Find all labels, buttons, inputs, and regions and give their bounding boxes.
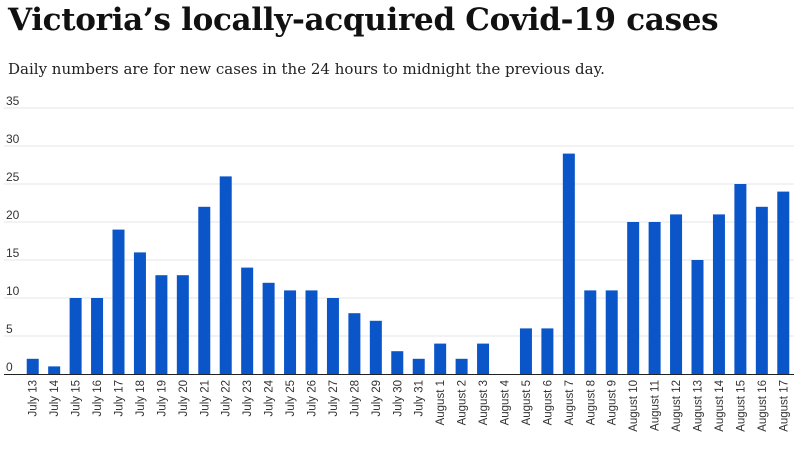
x-tick-label: July 25 [285,380,297,416]
x-tick-label: July 14 [49,379,61,416]
x-tick-label: August 2 [457,380,469,425]
x-tick-label: August 7 [564,380,576,425]
bar [326,298,339,374]
x-tick-label: August 5 [521,380,533,425]
x-tick-label: August 15 [735,380,747,432]
bar [477,343,490,374]
bar [262,282,275,374]
x-tick-label: August 13 [693,380,705,432]
x-tick-label: July 29 [371,380,383,416]
x-tick-label: July 13 [28,380,40,416]
bars [26,153,790,374]
chart-title: Victoria’s locally-acquired Covid-19 cas… [8,2,719,38]
x-tick-label: August 6 [542,380,554,425]
y-tick-label: 35 [6,94,20,108]
x-tick-label: August 17 [778,380,790,432]
bar [48,366,61,374]
x-tick-label: July 17 [114,380,126,416]
x-tick-label: August 8 [585,380,597,425]
x-tick-label: August 3 [478,380,490,425]
y-tick-label: 20 [6,208,20,222]
bar [562,153,575,374]
bar [155,275,168,374]
bar [627,222,640,374]
bar [112,229,125,374]
x-tick-label: August 1 [435,380,447,425]
y-tick-label: 0 [6,360,13,374]
bar [133,252,146,374]
bar [712,214,725,374]
x-tick-label: August 14 [714,379,726,431]
x-tick-label: July 26 [307,380,319,416]
x-tick-label: August 16 [757,380,769,432]
x-tick-label: July 23 [242,380,254,416]
bar [412,358,425,374]
bar [777,191,790,374]
x-tick-label: August 11 [650,380,662,431]
x-tick-label: July 27 [328,380,340,416]
bar [584,290,597,374]
y-axis-ticks: 0 5 10 15 20 25 30 35 [6,94,20,374]
bar [26,358,39,374]
bar [241,267,254,374]
bar [391,351,404,374]
bar [605,290,618,374]
x-tick-label: August 4 [500,379,512,425]
y-tick-label: 30 [6,132,20,146]
x-tick-label: August 12 [671,380,683,432]
x-tick-label: August 9 [607,380,619,425]
y-tick-label: 5 [6,322,13,336]
chart-subtitle: Daily numbers are for new cases in the 2… [8,60,605,78]
x-tick-label: July 15 [71,380,83,416]
x-tick-label: July 31 [414,380,426,416]
bar [176,275,189,374]
bar [369,320,382,374]
x-tick-label: July 20 [178,380,190,416]
bar [198,206,211,374]
x-tick-label: July 21 [199,380,211,416]
bar [455,358,468,374]
y-tick-label: 25 [6,170,20,184]
x-axis-ticks: July 13 July 14 July 15 July 16 July 17 July … [28,379,791,431]
bar [541,328,554,374]
bar [305,290,318,374]
x-tick-label: July 24 [264,379,276,416]
x-tick-label: July 28 [349,380,361,416]
bar [348,313,361,374]
bar [434,343,447,374]
bar [519,328,532,374]
x-tick-label: July 22 [221,380,233,416]
x-tick-label: July 30 [392,380,404,416]
bar [91,298,104,374]
bar [670,214,683,374]
x-tick-label: August 10 [628,380,640,432]
gridlines [4,107,794,337]
y-tick-label: 15 [6,246,20,260]
bar [219,176,232,374]
bar [755,206,768,374]
bar [69,298,82,374]
y-tick-label: 10 [6,284,20,298]
bar [648,222,661,374]
x-tick-label: July 18 [135,380,147,416]
bar [734,184,747,374]
x-tick-label: July 16 [92,380,104,416]
bar [691,260,704,374]
x-tick-label: July 19 [156,380,168,416]
bar [284,290,297,374]
